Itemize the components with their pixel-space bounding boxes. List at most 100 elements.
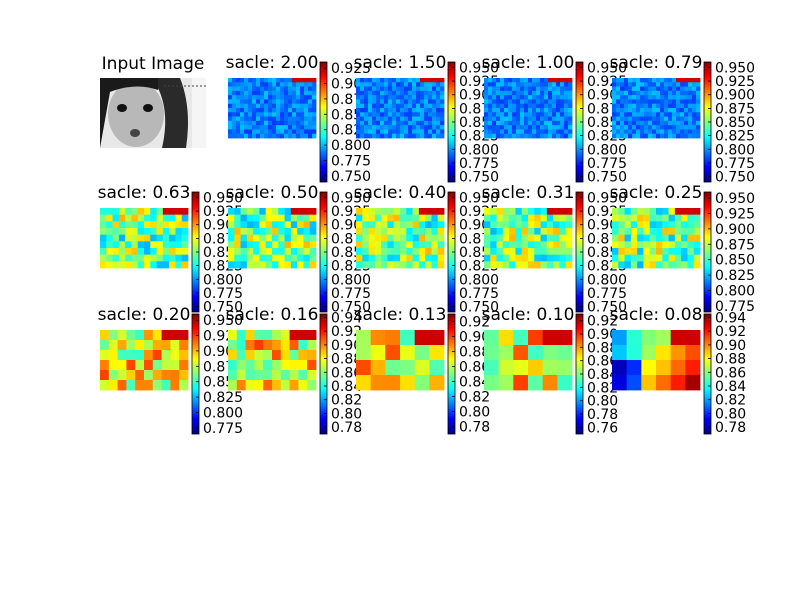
heatmap-cell [356, 90, 361, 96]
heatmap [356, 330, 445, 391]
heatmap-cell [374, 241, 382, 249]
heatmap-cell [556, 86, 561, 92]
heatmap-cell [381, 208, 388, 216]
heatmap-cell [181, 214, 189, 222]
heatmap-cell [528, 90, 533, 96]
heatmap-cell [544, 112, 549, 117]
heatmap-cell [388, 78, 393, 83]
heatmap-cell [559, 248, 567, 256]
heatmap-cell [432, 99, 437, 105]
heatmap-cell [431, 228, 439, 236]
heatmap-cell [670, 330, 686, 346]
heatmap-cell [234, 248, 241, 256]
heatmap-cell [392, 125, 397, 130]
heatmap-cell [278, 214, 285, 222]
heatmap-cell [560, 95, 565, 100]
heatmap-cell [564, 90, 569, 96]
panel-title: sacle: 0.50 [226, 183, 319, 203]
heatmap-cell [484, 345, 500, 361]
heatmap-cell [264, 120, 269, 126]
heatmap-cell [662, 228, 669, 236]
heatmap-cell [376, 125, 381, 130]
heatmap-cell [656, 82, 661, 87]
heatmap-cell [484, 103, 489, 109]
heatmap-cell [264, 116, 269, 122]
heatmap-cell [432, 103, 437, 109]
heatmap-cell [260, 95, 265, 100]
heatmap-cell [616, 133, 621, 139]
panel-scale-13: 0.920.900.880.860.840.820.800.780.76sacl… [482, 305, 619, 436]
heatmap-cell [644, 125, 649, 130]
heatmap-cell [392, 103, 397, 109]
heatmap-cell [676, 103, 681, 109]
heatmap-cell [259, 241, 267, 249]
heatmap-cell [175, 234, 183, 242]
heatmap-cell [680, 133, 685, 139]
heatmap-cell [254, 330, 264, 341]
heatmap-cell [152, 370, 162, 381]
heatmap-cell [492, 103, 497, 109]
heatmap-cell [368, 221, 376, 229]
heatmap-cell [568, 95, 573, 100]
heatmap-cell [612, 208, 619, 216]
heatmap-cell [496, 120, 501, 126]
heatmap-cell [672, 125, 677, 130]
heatmap-cell [272, 78, 277, 83]
heatmap-cell [440, 99, 445, 105]
heatmap-cell [264, 99, 269, 105]
heatmap-cell [521, 214, 529, 222]
heatmap-cell [616, 129, 621, 135]
heatmap-cell [504, 82, 509, 87]
heatmap-cell [612, 129, 617, 135]
colorbar [319, 61, 328, 183]
heatmap-cell [236, 133, 241, 139]
heatmap-cell [436, 112, 441, 117]
heatmap-cell [406, 254, 413, 262]
heatmap-cell [106, 214, 113, 222]
heatmap-cell [135, 360, 145, 371]
heatmap-cell [162, 228, 170, 236]
heatmap-cell [681, 221, 688, 229]
heatmap-cell [649, 254, 657, 262]
heatmap-cell [660, 120, 665, 126]
heatmap-cell [648, 82, 653, 87]
heatmap-cell [236, 95, 241, 100]
heatmap-cell [528, 375, 544, 391]
heatmap-cell [542, 345, 558, 361]
heatmap-cell [232, 120, 237, 126]
heatmap-cell [137, 234, 145, 242]
heatmap-cell [240, 78, 245, 83]
heatmap-cell [284, 120, 289, 126]
heatmap-cell [232, 129, 237, 135]
heatmap-cell [303, 208, 311, 216]
heatmap-cell [356, 241, 363, 249]
heatmap-cell [290, 261, 298, 269]
heatmap-cell [568, 86, 573, 92]
heatmap-cell [500, 82, 505, 87]
heatmap-cell [524, 99, 529, 105]
heatmap-cell [360, 129, 365, 135]
heatmap-cell [364, 133, 369, 139]
heatmap-cell [108, 360, 118, 371]
heatmap-cell [488, 78, 493, 83]
heatmap-cell [400, 261, 407, 269]
heatmap-cell [502, 241, 510, 249]
heatmap-cell [424, 129, 429, 135]
heatmap-cell [490, 261, 497, 269]
heatmap-cell [412, 120, 417, 126]
heatmap-cell [640, 125, 645, 130]
heatmap-cell [412, 254, 420, 262]
heatmap-cell [387, 248, 395, 256]
heatmap-cell [420, 116, 425, 122]
heatmap-cell [240, 99, 245, 105]
photo-edge [192, 78, 206, 148]
heatmap-cell [508, 133, 513, 139]
heatmap-cell [528, 208, 535, 216]
heatmap-cell [288, 129, 293, 135]
heatmap-cell [278, 261, 285, 269]
heatmap-cell [228, 234, 235, 242]
heatmap-cell [521, 228, 529, 236]
heatmap-cell [648, 99, 653, 105]
heatmap-cell [162, 214, 170, 222]
heatmap-cell [502, 261, 510, 269]
